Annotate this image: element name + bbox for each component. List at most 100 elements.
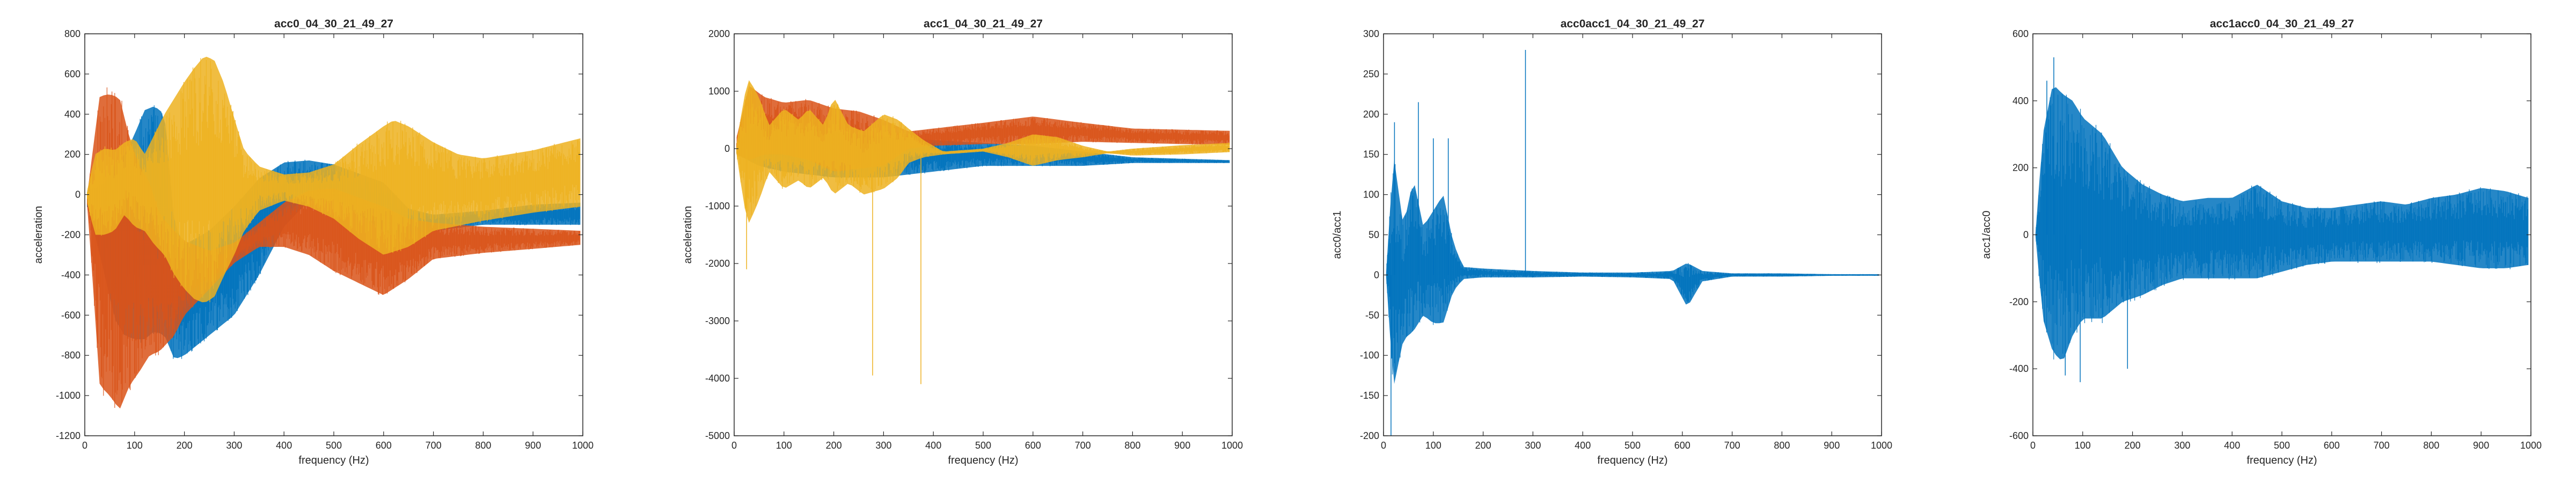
x-tick-label: 400	[2224, 440, 2240, 451]
x-tick-label: 200	[2125, 440, 2141, 451]
x-tick-label: 600	[376, 440, 392, 451]
y-tick-label: -4000	[705, 373, 730, 384]
y-axis-label: acc0/acc1	[1331, 210, 1343, 259]
y-tick-label: 0	[75, 189, 80, 200]
y-tick-label: -800	[61, 350, 80, 361]
chart-panel-2: 0 100 200 300 400 500 600 700 800 900 1000 -5000 -40…	[682, 18, 1243, 466]
plot-area	[87, 56, 581, 409]
x-tick-label: 300	[1525, 440, 1541, 451]
x-tick-label: 500	[326, 440, 342, 451]
chart-title: acc1acc0_04_30_21_49_27	[2210, 18, 2354, 30]
y-tick-label: -400	[61, 269, 80, 280]
x-tick-label: 400	[1575, 440, 1591, 451]
y-tick-label: 1000	[708, 86, 730, 97]
x-tick-label: 100	[127, 440, 143, 451]
x-tick-label: 500	[2274, 440, 2290, 451]
x-tick-label: 0	[731, 440, 737, 451]
y-tick-label: 2000	[708, 28, 730, 39]
y-tick-label: -600	[61, 310, 80, 320]
chart-panel-4: 0 100 200 300 400 500 600 700 800 900 1000 -600 -400…	[1981, 18, 2542, 466]
chart-title: acc1_04_30_21_49_27	[924, 18, 1043, 30]
y-tick-label: 300	[1363, 28, 1379, 39]
x-tick-label: 100	[776, 440, 792, 451]
y-tick-label: 400	[2012, 96, 2029, 106]
y-tick-label: 250	[1363, 69, 1379, 79]
y-tick-label: -150	[1360, 390, 1379, 401]
x-tick-label: 800	[1774, 440, 1790, 451]
x-tick-label: 0	[2030, 440, 2036, 451]
x-tick-label: 100	[1425, 440, 1441, 451]
x-tick-label: 500	[1624, 440, 1641, 451]
y-tick-label: 600	[2012, 28, 2029, 39]
y-tick-label: 200	[1363, 109, 1379, 120]
x-tick-label: 700	[1075, 440, 1091, 451]
y-tick-label: -2000	[705, 258, 730, 269]
x-tick-label: 0	[82, 440, 87, 451]
plot-area	[2035, 57, 2529, 383]
x-axis-label: frequency (Hz)	[948, 455, 1018, 466]
chart-panel-3: 0 100 200 300 400 500 600 700 800 900 1000-200-150…	[1331, 18, 1892, 466]
chart-title: acc0_04_30_21_49_27	[274, 18, 393, 30]
x-tick-label: 600	[1025, 440, 1041, 451]
y-tick-label: 600	[64, 69, 80, 79]
y-tick-label: -3000	[705, 316, 730, 326]
y-tick-label: 100	[1363, 189, 1379, 200]
x-tick-label: 300	[2174, 440, 2190, 451]
y-tick-label: -200	[1360, 430, 1379, 441]
x-tick-label: 200	[1475, 440, 1491, 451]
series-texture	[736, 83, 1230, 215]
plot-area	[1386, 49, 1879, 436]
x-tick-label: 400	[925, 440, 941, 451]
y-tick-label: 800	[64, 28, 80, 39]
y-tick-label: 0	[1374, 269, 1379, 280]
x-tick-label: 1000	[572, 440, 594, 451]
x-tick-label: 1000	[1871, 440, 1892, 451]
x-axis-label: frequency (Hz)	[298, 455, 369, 466]
x-tick-label: 600	[1674, 440, 1690, 451]
x-tick-label: 500	[975, 440, 991, 451]
y-tick-label: -1200	[56, 430, 80, 441]
x-tick-label: 800	[1124, 440, 1140, 451]
y-tick-label: 200	[2012, 163, 2029, 173]
y-tick-label: -400	[2009, 363, 2029, 374]
plot-area	[736, 80, 1230, 384]
x-tick-label: 100	[2075, 440, 2091, 451]
x-tick-label: 600	[2324, 440, 2340, 451]
x-tick-label: 900	[1824, 440, 1840, 451]
y-tick-label: 150	[1363, 149, 1379, 160]
x-tick-label: 200	[177, 440, 193, 451]
y-tick-label: 0	[724, 143, 730, 154]
y-axis-label: acceleration	[682, 206, 694, 264]
series-3	[87, 56, 581, 303]
x-tick-label: 300	[226, 440, 242, 451]
y-tick-label: 0	[2023, 230, 2029, 240]
x-tick-label: 1000	[2520, 440, 2542, 451]
x-axis-label: frequency (Hz)	[1597, 455, 1667, 466]
series-3	[736, 80, 1230, 223]
x-tick-label: 700	[1724, 440, 1740, 451]
y-tick-label: 50	[1368, 230, 1379, 240]
x-tick-label: 700	[426, 440, 442, 451]
x-tick-label: 900	[2473, 440, 2489, 451]
x-tick-label: 400	[276, 440, 292, 451]
y-tick-label: -1000	[56, 390, 80, 401]
x-axis-label: frequency (Hz)	[2246, 455, 2317, 466]
x-tick-label: 1000	[1221, 440, 1243, 451]
x-tick-label: 0	[1381, 440, 1386, 451]
series-texture	[1386, 164, 1879, 375]
x-tick-label: 800	[475, 440, 491, 451]
y-tick-label: -200	[2009, 296, 2029, 307]
series-1	[1386, 159, 1879, 384]
chart-panel-1: 0 100 200 300 400 500 600 700 800 900 1000 -1200 -10…	[33, 18, 594, 466]
y-tick-label: -1000	[705, 201, 730, 211]
y-tick-label: -100	[1360, 350, 1379, 361]
series-1	[2035, 87, 2529, 360]
y-tick-label: -200	[61, 230, 80, 240]
chart-title: acc0acc1_04_30_21_49_27	[1561, 18, 1705, 30]
y-tick-label: 400	[64, 109, 80, 120]
x-tick-label: 200	[826, 440, 842, 451]
y-axis-label: acceleration	[33, 206, 45, 264]
x-tick-label: 700	[2374, 440, 2390, 451]
y-axis-label: acc1/acc0	[1981, 210, 1993, 259]
